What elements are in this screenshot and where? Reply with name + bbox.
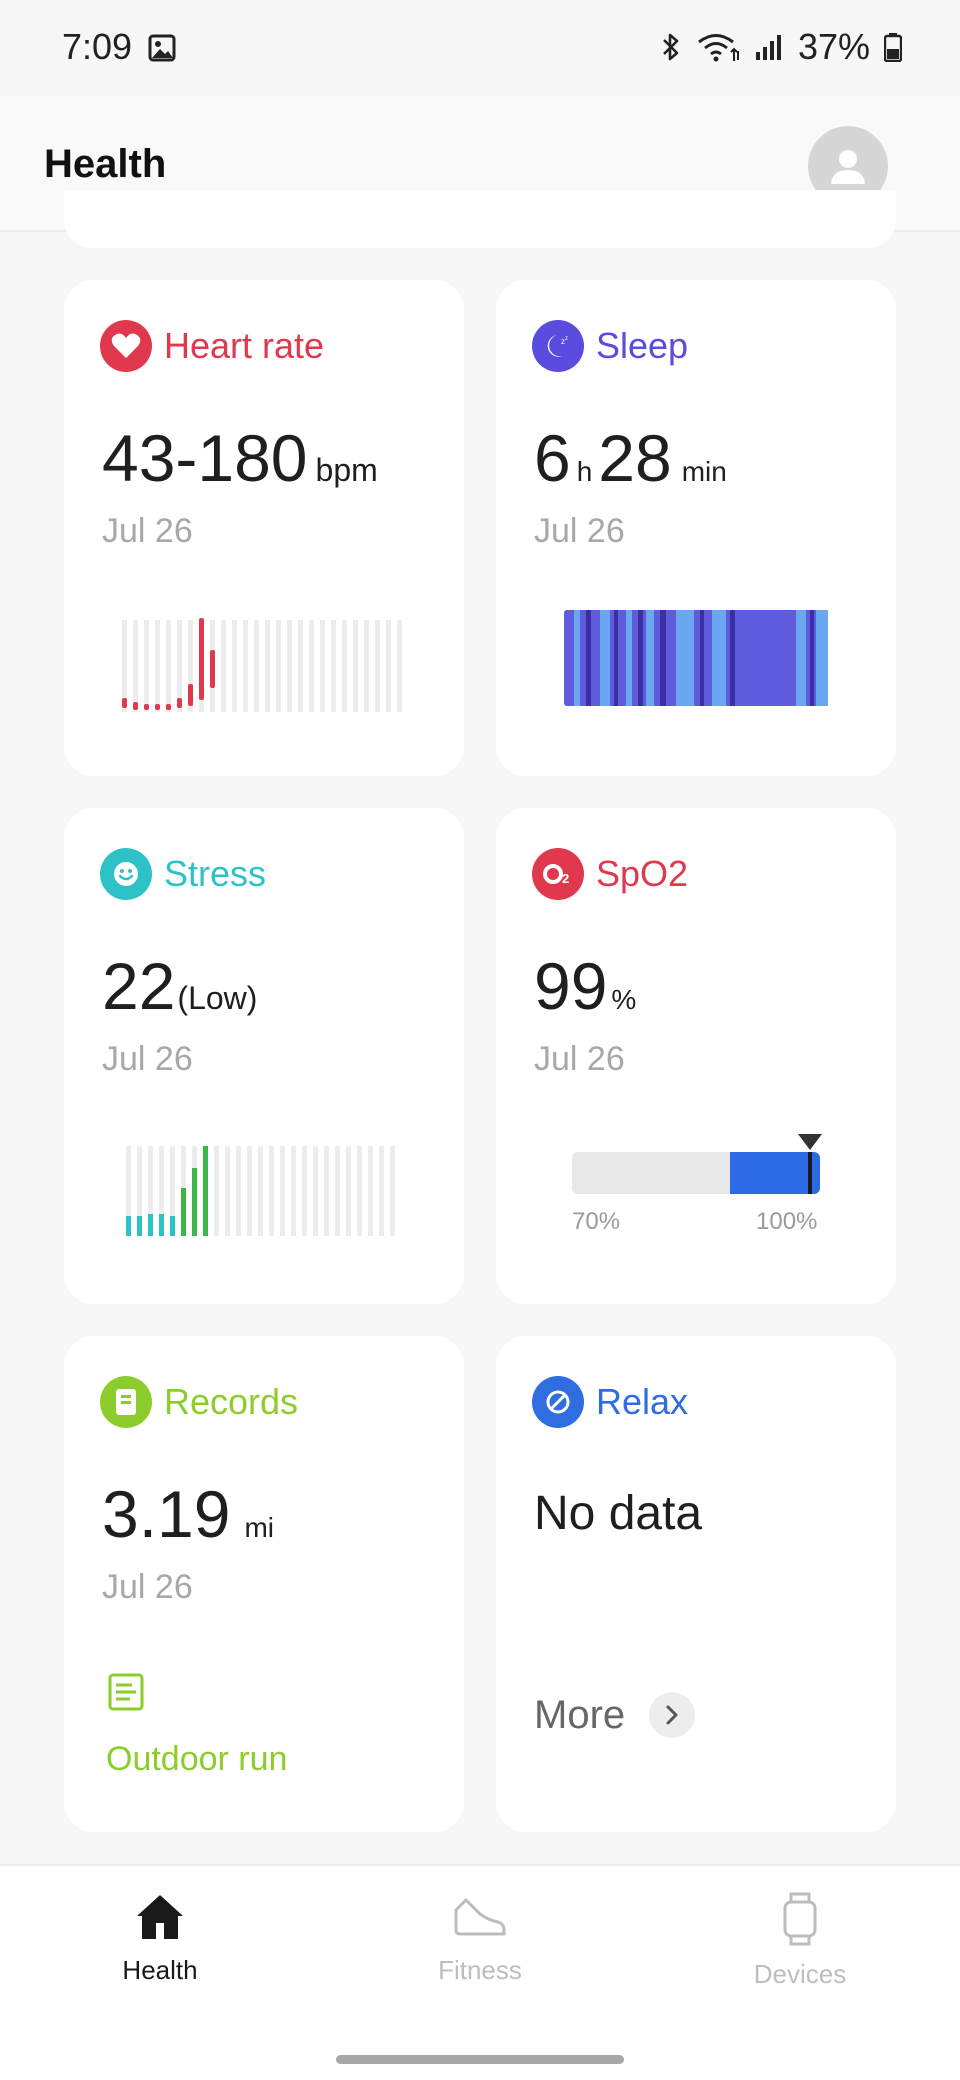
svg-text:z: z (565, 336, 568, 342)
heart-rate-title: Heart rate (164, 325, 325, 366)
stress-level: (Low) (177, 980, 258, 1016)
heart-rate-card[interactable]: Heart rate 43-180 bpm Jul 26 (64, 280, 464, 776)
relax-icon (532, 1376, 584, 1428)
page-title: Health (44, 142, 167, 186)
records-value-row: 3.19 mi (102, 1476, 274, 1552)
status-icons: 37% (660, 26, 902, 68)
sleep-value-row: 6 h 28 min (534, 420, 727, 496)
spo2-value-row: 99 % (534, 948, 636, 1024)
stress-value-row: 22 (Low) (102, 948, 257, 1024)
home-indicator[interactable] (336, 2055, 624, 2064)
records-date: Jul 26 (102, 1568, 193, 1606)
user-icon (831, 150, 865, 184)
relax-title: Relax (596, 1381, 689, 1422)
peek-card (64, 190, 896, 248)
relax-more-label: More (534, 1692, 626, 1737)
relax-more-link[interactable]: More (534, 1692, 696, 1738)
sleep-title: Sleep (596, 325, 689, 366)
heart-icon (100, 320, 152, 372)
nav-health[interactable]: Health (60, 1892, 260, 1986)
heart-rate-unit: bpm (315, 452, 378, 488)
relax-header: Relax (532, 1376, 688, 1428)
status-time: 7:09 (62, 26, 133, 67)
nav-fitness-label: Fitness (438, 1955, 522, 1985)
records-card[interactable]: Records 3.19 mi Jul 26 Outdoor run (64, 1336, 464, 1832)
sleep-minutes-unit: min (681, 456, 727, 487)
bluetooth-icon (663, 33, 679, 61)
svg-text:z: z (561, 337, 565, 346)
sleep-minutes: 28 (598, 421, 672, 495)
spo2-value: 99 (534, 949, 608, 1023)
smiley-icon (100, 848, 152, 900)
nav-fitness[interactable]: Fitness (380, 1892, 580, 1986)
records-value: 3.19 (102, 1477, 231, 1551)
stress-value: 22 (102, 949, 176, 1023)
stress-header: Stress (100, 848, 266, 900)
spo2-header: 2 SpO2 (532, 848, 688, 900)
records-title: Records (164, 1381, 299, 1422)
signal-icon (755, 35, 781, 60)
spo2-range-bar (572, 1134, 822, 1194)
heart-rate-header: Heart rate (100, 320, 324, 372)
nav-devices-label: Devices (753, 1959, 847, 1989)
sleep-stages-chart (564, 610, 828, 706)
gallery-notification-icon (148, 34, 176, 62)
o2-icon: 2 (532, 848, 584, 900)
nav-devices[interactable]: Devices (700, 1892, 900, 1990)
svg-text:2: 2 (562, 871, 569, 886)
records-activity: Outdoor run (106, 1740, 288, 1778)
status-bar: 7:09 37% (0, 0, 960, 96)
heart-rate-chart (122, 618, 402, 712)
document-icon (108, 1673, 144, 1711)
wifi-icon (698, 34, 739, 62)
relax-no-data: No data (534, 1487, 703, 1540)
relax-card[interactable]: Relax No data More (496, 1336, 896, 1832)
heart-rate-date: Jul 26 (102, 512, 193, 550)
home-icon (137, 1895, 183, 1939)
stress-chart (126, 1146, 395, 1236)
shoe-icon (454, 1898, 506, 1936)
spo2-title: SpO2 (596, 853, 689, 894)
watch-icon (783, 1892, 817, 1946)
records-header: Records (100, 1376, 298, 1428)
battery-percent: 37% (797, 26, 870, 67)
heart-rate-value-row: 43-180 bpm (102, 420, 378, 496)
spo2-scale-max: 100% (756, 1208, 818, 1235)
battery-icon (884, 33, 902, 62)
spo2-marker-icon (798, 1134, 822, 1150)
spo2-date: Jul 26 (534, 1040, 625, 1078)
stress-date: Jul 26 (102, 1040, 193, 1078)
sleep-date: Jul 26 (534, 512, 625, 550)
sleep-hours-unit: h (576, 456, 593, 487)
stress-card[interactable]: Stress 22 (Low) Jul 26 (64, 808, 464, 1304)
sleep-hours: 6 (534, 421, 571, 495)
spo2-scale-min: 70% (572, 1208, 621, 1235)
records-unit: mi (244, 1512, 275, 1543)
nav-health-label: Health (122, 1955, 198, 1985)
chevron-right-icon (649, 1692, 696, 1738)
spo2-card[interactable]: 2 SpO2 99 % Jul 26 70% 100% (496, 808, 896, 1304)
spo2-marker-line (808, 1152, 812, 1194)
spo2-range-fill (730, 1152, 820, 1194)
heart-rate-value: 43-180 (102, 421, 308, 495)
note-icon (100, 1376, 152, 1428)
bottom-nav: Health Fitness Devices (0, 1864, 960, 2080)
spo2-unit: % (611, 984, 637, 1015)
stress-title: Stress (164, 853, 267, 894)
